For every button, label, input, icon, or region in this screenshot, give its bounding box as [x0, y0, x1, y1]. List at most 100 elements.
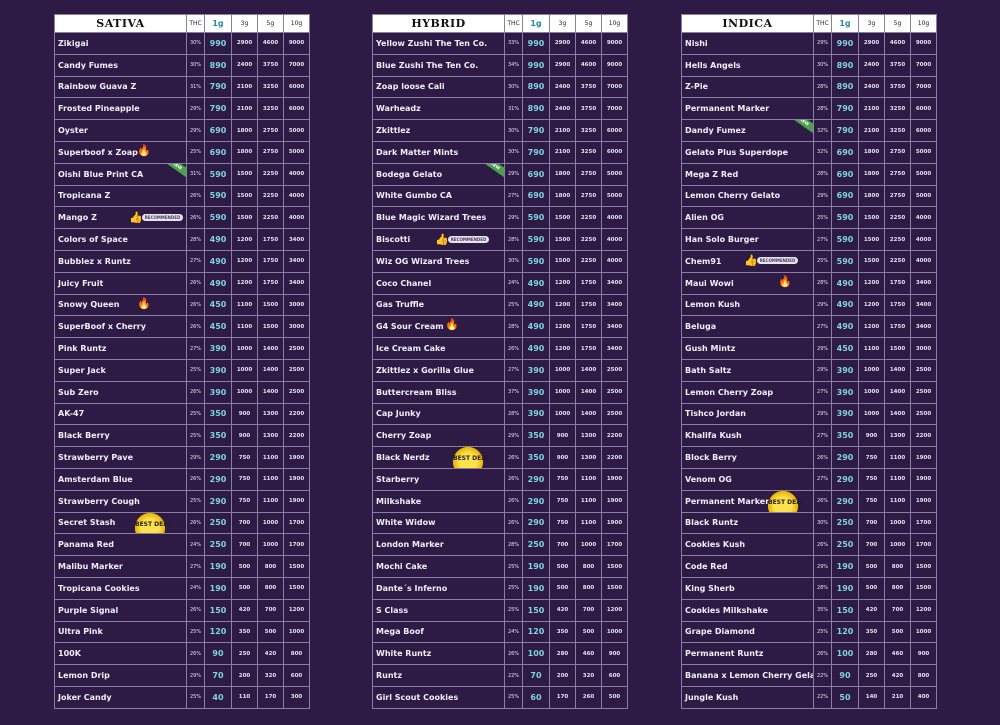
- price-3g-cell: 700: [231, 511, 258, 535]
- price-3g-cell: 1100: [231, 293, 258, 317]
- price-3g-cell: 1200: [858, 293, 885, 317]
- price-3g-cell: 900: [549, 446, 576, 469]
- price-3g-cell: 500: [858, 555, 885, 578]
- price-5g-cell: 4600: [257, 32, 284, 55]
- price-5g-cell: 1400: [884, 402, 911, 426]
- price-3g-cell: 1000: [549, 358, 576, 382]
- strain-name: Strawberry Pave: [58, 453, 134, 463]
- strain-row: London Marker 28% 250 700 1000 1700: [372, 533, 628, 557]
- price-5g-cell: 420: [257, 642, 284, 666]
- strain-name-cell: Mochi Cake: [372, 555, 505, 578]
- price-10g-cell: 1500: [601, 576, 628, 600]
- price-1g-cell: 690: [204, 119, 232, 142]
- price-5g-cell: 1400: [575, 402, 602, 426]
- strain-name: AK-47: [58, 409, 85, 419]
- strain-name-cell: Gush Mintz: [681, 337, 814, 360]
- strain-name-cell: Pink Runtz: [54, 337, 187, 360]
- price-3g-cell: 1100: [858, 337, 885, 360]
- strain-name-cell: Cap Junky: [372, 402, 505, 426]
- strain-row: Snowy Queen 🔥 26% 450 1100 1500 3000: [54, 293, 310, 317]
- price-5g-cell: 1500: [884, 337, 911, 360]
- price-3g-cell: 1200: [549, 315, 576, 339]
- strain-name-cell: Alien OG: [681, 206, 814, 230]
- strain-name: Block Berry: [685, 453, 737, 463]
- price-10g-cell: 9000: [283, 32, 310, 55]
- price-1g-cell: 290: [522, 467, 550, 491]
- strain-name: G4 Sour Cream: [376, 322, 444, 332]
- price-3g-cell: 900: [549, 424, 576, 448]
- strain-name: Candy Fumes: [58, 60, 118, 70]
- price-1g-cell: 490: [204, 249, 232, 273]
- thc-cell: 26%: [186, 467, 205, 491]
- price-1g-cell: 690: [831, 184, 859, 208]
- thc-cell: 29%: [813, 555, 832, 578]
- price-1g-cell: 390: [831, 380, 859, 404]
- menu-title: HYBRID: [372, 14, 505, 33]
- price-1g-cell: 190: [522, 555, 550, 578]
- fire-icon: 🔥: [778, 274, 792, 288]
- price-1g-cell: 250: [831, 533, 859, 557]
- strain-row: Alien OG 25% 590 1500 2250 4000: [681, 206, 937, 230]
- sativa-menu-table: SATIVA THC 1g 3g 5g 10g Zikigai 30% 990 2900 4600 9…: [54, 14, 310, 709]
- price-1g-cell: 150: [831, 598, 859, 622]
- price-5g-cell: 800: [257, 576, 284, 600]
- strain-name-cell: Chem91 👍 RECOMMENDED: [681, 249, 814, 273]
- price-10g-cell: 3400: [283, 249, 310, 273]
- strain-row: Cherry Zoap 29% 350 900 1300 2200: [372, 424, 628, 448]
- thc-cell: 28%: [504, 533, 523, 557]
- thc-cell: 26%: [504, 337, 523, 360]
- strain-name: Dandy Fumez: [685, 126, 746, 136]
- strain-row: Lemon Cherry Gelato 29% 690 1800 2750 5000: [681, 184, 937, 208]
- thc-cell: 24%: [504, 271, 523, 295]
- price-1g-cell: 250: [522, 533, 550, 557]
- strain-row: Banana x Lemon Cherry Gelato 22% 90 250 420 8…: [681, 664, 937, 687]
- price-1g-cell: 690: [522, 162, 550, 186]
- thumbs-up-icon: 👍: [129, 210, 143, 224]
- thc-cell: 27%: [186, 555, 205, 578]
- strain-row: G4 Sour Cream 🔥 28% 490 1200 1750 3400: [372, 315, 628, 339]
- strain-name: Bubblez x Runtz: [58, 256, 131, 266]
- strain-name: Tishco Jordan: [685, 409, 746, 419]
- strain-name: Beluga: [685, 322, 717, 332]
- strain-row: Strawberry Cough 25% 290 750 1100 1900: [54, 489, 310, 513]
- price-5g-cell: 1750: [257, 228, 284, 251]
- strain-row: Coco Chanel 24% 490 1200 1750 3400: [372, 271, 628, 295]
- strain-row: Purple Signal 26% 150 420 700 1200: [54, 598, 310, 622]
- price-10g-cell: 5000: [601, 162, 628, 186]
- thc-cell: 28%: [813, 576, 832, 600]
- thc-cell: 28%: [813, 97, 832, 121]
- thc-cell: 29%: [813, 402, 832, 426]
- price-1g-cell: 450: [204, 293, 232, 317]
- strain-row: Runtz 22% 70 200 320 600: [372, 664, 628, 687]
- strain-name: Lemon Kush: [685, 300, 741, 310]
- price-5g-cell: 1100: [884, 446, 911, 469]
- price-1g-cell: 890: [831, 53, 859, 77]
- strain-name: Secret Stash: [58, 518, 116, 528]
- strain-name: Gush Mintz: [685, 344, 736, 354]
- price-3g-cell: 1000: [549, 380, 576, 404]
- strain-row: Cookies Kush 26% 250 700 1000 1700: [681, 533, 937, 557]
- strain-name: Tropicana Z: [58, 191, 111, 201]
- strain-row: Zikigai 30% 990 2900 4600 9000: [54, 32, 310, 55]
- strain-name-cell: King Sherb: [681, 576, 814, 600]
- price-1g-cell: 690: [831, 162, 859, 186]
- price-3g-cell: 420: [231, 598, 258, 622]
- price-5g-cell: 700: [575, 598, 602, 622]
- price-5g-cell: 1750: [575, 293, 602, 317]
- thc-cell: 26%: [186, 511, 205, 535]
- thc-cell: 29%: [186, 119, 205, 142]
- price-5g-cell: 3750: [884, 75, 911, 99]
- price-5g-cell: 2750: [884, 162, 911, 186]
- price-10g-cell: 6000: [910, 97, 937, 121]
- price-5g-cell: 1400: [257, 358, 284, 382]
- strain-row: White Gumbo CA 27% 690 1800 2750 5000: [372, 184, 628, 208]
- strain-name-cell: Bath Saltz: [681, 358, 814, 382]
- strain-name-cell: G4 Sour Cream 🔥: [372, 315, 505, 339]
- strain-name-cell: Ultra Pink: [54, 620, 187, 644]
- price-1g-cell: 190: [204, 555, 232, 578]
- thc-cell: 31%: [186, 162, 205, 186]
- price-1g-cell: 590: [204, 162, 232, 186]
- strain-row: Block Berry 26% 290 750 1100 1900: [681, 446, 937, 469]
- price-3g-cell: 1800: [549, 184, 576, 208]
- price-1g-cell: 390: [831, 358, 859, 382]
